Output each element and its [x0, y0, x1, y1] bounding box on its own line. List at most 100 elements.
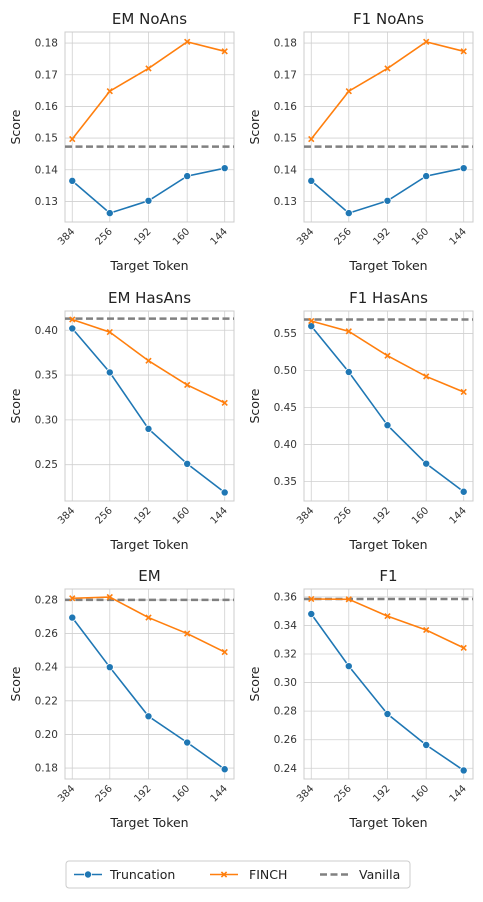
y-axis-label: Score: [8, 109, 23, 144]
y-tick-label: 0.34: [274, 620, 298, 632]
x-tick-label: 192: [132, 226, 153, 247]
finch-point: [106, 328, 113, 336]
finch-point: [423, 373, 430, 380]
y-tick-label: 0.17: [274, 69, 297, 81]
truncation-point: [68, 176, 77, 185]
y-axis-label: Score: [247, 109, 262, 144]
truncation-point: [105, 209, 114, 218]
truncation-point: [183, 172, 192, 181]
finch-point: [69, 135, 76, 143]
chart-title: F1 HasAns: [349, 289, 428, 307]
truncation-point: [68, 613, 77, 622]
y-tick-label: 0.36: [274, 591, 298, 603]
finch-point: [184, 381, 191, 389]
truncation-point: [344, 209, 353, 218]
truncation-point: [383, 710, 392, 719]
truncation-point: [307, 322, 316, 331]
truncation-point: [144, 424, 153, 433]
finch-point: [460, 644, 467, 652]
x-tick-label: 256: [94, 505, 115, 526]
finch-point: [423, 626, 430, 634]
finch-point: [221, 648, 228, 656]
legend-label: FINCH: [249, 867, 287, 882]
x-tick-label: 384: [56, 783, 77, 804]
y-tick-label: 0.28: [35, 594, 58, 606]
y-tick-label: 0.13: [35, 196, 58, 208]
truncation-point: [459, 766, 468, 775]
finch-point: [184, 38, 191, 45]
truncation-point: [220, 488, 229, 497]
finch-point: [345, 328, 352, 335]
y-axis-label: Score: [8, 388, 23, 423]
legend-item-vanilla: Vanilla: [320, 867, 400, 882]
y-tick-label: 0.30: [35, 414, 58, 426]
finch-point: [384, 352, 391, 359]
truncation-point: [68, 324, 77, 333]
truncation-point: [105, 663, 114, 672]
x-tick-label: 144: [448, 505, 469, 526]
finch-point: [221, 48, 228, 55]
y-tick-label: 0.40: [274, 439, 297, 451]
y-tick-label: 0.18: [35, 763, 58, 775]
x-tick-label: 192: [371, 783, 392, 804]
finch-point: [221, 399, 228, 407]
finch-point: [106, 88, 113, 95]
finch-point: [460, 388, 467, 396]
legend-item-finch: FINCH: [210, 867, 287, 882]
x-axis-label: Target Token: [348, 537, 427, 552]
x-axis-label: Target Token: [109, 258, 188, 273]
finch-point: [145, 357, 152, 364]
x-axis-label: Target Token: [109, 537, 188, 552]
chart-title: F1: [379, 567, 397, 585]
truncation-point: [459, 164, 468, 173]
truncation-point: [220, 765, 229, 774]
truncation-point: [422, 172, 431, 181]
truncation-point: [183, 738, 192, 747]
y-tick-label: 0.18: [35, 38, 58, 50]
y-tick-label: 0.14: [274, 164, 298, 176]
x-tick-label: 256: [94, 783, 115, 804]
x-tick-label: 160: [410, 505, 431, 526]
finch-point: [345, 596, 352, 603]
x-tick-label: 160: [171, 505, 192, 526]
truncation-point: [383, 421, 392, 430]
chart-panel-6: 0.24 0.26 0.28 0.30 0.32 0.34 0.36 384 256 192 160…: [247, 567, 474, 830]
truncation-point: [459, 487, 468, 496]
chart-panel-2: 0.13 0.14 0.15 0.16 0.17 0.18 384 256 192 160 144 F…: [247, 10, 474, 273]
x-tick-label: 256: [333, 505, 354, 526]
finch-point: [308, 135, 315, 143]
finch-point: [69, 595, 76, 602]
x-tick-label: 144: [209, 505, 230, 526]
truncation-point: [220, 164, 229, 173]
finch-point: [184, 630, 191, 637]
y-tick-label: 0.25: [35, 459, 58, 471]
finch-point: [345, 88, 352, 95]
plot-frame: [64, 31, 235, 223]
truncation-point: [383, 196, 392, 205]
y-tick-label: 0.35: [274, 476, 297, 488]
truncation-point: [422, 741, 431, 750]
y-tick-label: 0.50: [274, 365, 297, 377]
truncation-point: [105, 368, 114, 377]
y-tick-label: 0.16: [274, 101, 298, 113]
y-tick-label: 0.22: [35, 695, 58, 707]
x-tick-label: 144: [209, 226, 230, 247]
y-axis-label: Score: [8, 666, 23, 701]
x-tick-label: 256: [333, 226, 354, 247]
truncation-point: [144, 712, 153, 721]
finch-point: [145, 65, 152, 72]
truncation-point: [307, 610, 316, 619]
y-axis-label: Score: [247, 388, 262, 423]
y-tick-label: 0.45: [274, 402, 297, 414]
truncation-point: [422, 459, 431, 468]
finch-point: [69, 316, 76, 323]
x-tick-label: 192: [371, 226, 392, 247]
chart-title: EM HasAns: [108, 289, 191, 307]
finch-point: [460, 48, 467, 55]
chart-title: EM: [138, 567, 160, 585]
finch-point: [384, 612, 391, 620]
finch-point: [308, 595, 315, 603]
y-tick-label: 0.24: [274, 763, 298, 775]
x-tick-label: 384: [56, 226, 77, 247]
